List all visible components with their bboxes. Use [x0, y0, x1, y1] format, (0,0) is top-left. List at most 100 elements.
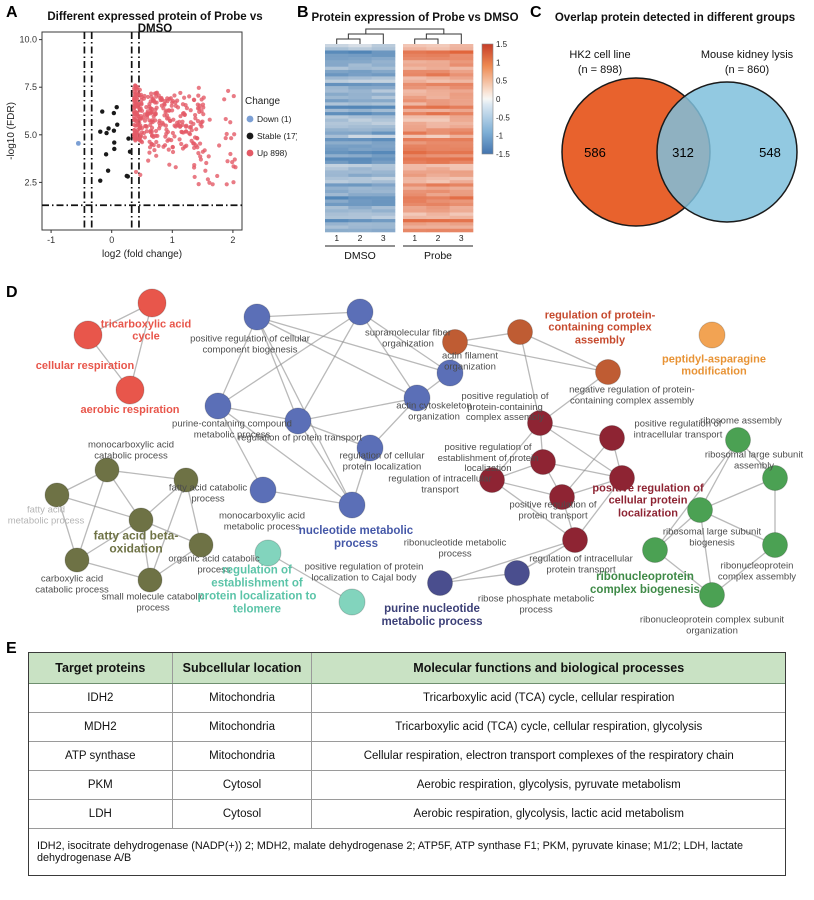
- svg-text:Probe: Probe: [424, 250, 452, 262]
- svg-text:Change: Change: [245, 96, 280, 107]
- table-cell: Cellular respiration, electron transport…: [363, 750, 734, 762]
- network-node-label: negative regulation of protein-containin…: [569, 384, 695, 406]
- network-node-label: ribonucleoprotein complex biogenesis: [590, 571, 700, 596]
- network-node-label: actin cytoskeleton organization: [396, 400, 472, 422]
- network-node: [687, 497, 713, 523]
- network-node: [609, 465, 635, 491]
- network-node-label: cellular respiration: [35, 359, 135, 372]
- volcano-title: Different expressed protein of Probe vs …: [47, 11, 263, 35]
- network-node: [642, 537, 668, 563]
- panel-label-d: D: [6, 284, 18, 301]
- network-node-label: tricarboxylic acid cycle: [100, 318, 192, 343]
- svg-text:2.5: 2.5: [24, 177, 37, 187]
- network-node-label: fatty acid catabolic process: [168, 482, 248, 504]
- network-node: [94, 457, 120, 483]
- table-body: IDH2 Mitochondria Tricarboxylic acid (TCA)…: [29, 684, 785, 829]
- table-row: MDH2 Mitochondria Tricarboxylic acid (TCA)…: [29, 713, 785, 742]
- table-cell: Aerobic respiration, glycolysis, pyruvat…: [416, 779, 681, 791]
- network-node: [507, 319, 533, 345]
- network-node-label: ribonucleoprotein complex assembly: [717, 560, 797, 582]
- venn-diagram: HK2 cell line (n = 898) Mouse kidney lys…: [561, 49, 798, 227]
- network-node: [562, 527, 588, 553]
- network-node-label: monocarboxylic acid metabolic process: [218, 510, 306, 532]
- network-node-label: positive regulation of intracellular tra…: [633, 418, 723, 440]
- network-node-label: ribonucleotide metabolic process: [403, 537, 507, 559]
- table-cell: PKM: [29, 771, 173, 799]
- network-node: [338, 491, 366, 519]
- network-node-label: monocarboxylic acid catabolic process: [87, 439, 175, 461]
- network-node: [338, 588, 366, 616]
- table-header-molecular-functions: Molecular functions and biological proce…: [413, 661, 685, 675]
- network-node-label: positive regulation of protein localizat…: [304, 561, 424, 583]
- go-term-network: tricarboxylic acid cycle cellular respira…: [0, 282, 814, 644]
- svg-text:1.5: 1.5: [496, 40, 508, 49]
- svg-text:0.5: 0.5: [496, 77, 508, 86]
- network-node-label: positive regulation of cellular componen…: [190, 333, 310, 355]
- table-header-subcellular-location: Subcellular location: [173, 653, 313, 683]
- network-node-label: carboxylic acid catabolic process: [35, 573, 109, 595]
- network-node: [530, 449, 556, 475]
- table-cell: Cytosol: [173, 771, 313, 799]
- network-node: [346, 298, 374, 326]
- table-cell: Mitochondria: [173, 742, 313, 770]
- network-node: [699, 582, 725, 608]
- network-node: [549, 484, 575, 510]
- network-node: [356, 434, 384, 462]
- panel-label-b: B: [297, 4, 309, 21]
- network-node-label: purine-containing compound metabolic pro…: [172, 418, 292, 440]
- table-cell: MDH2: [29, 713, 173, 741]
- network-node: [137, 288, 167, 318]
- network-node-label: positive regulation of establishment of …: [437, 442, 539, 475]
- table-cell: ATP synthase: [29, 742, 173, 770]
- network-node-label: supramolecular fiber organization: [364, 327, 452, 349]
- network-node: [115, 375, 145, 405]
- table-cell: Mitochondria: [173, 713, 313, 741]
- network-node-label: nucleotide metabolic process: [298, 525, 414, 550]
- table-row: PKM Cytosol Aerobic respiration, glycolysi…: [29, 771, 785, 800]
- heatmap-title: Protein expression of Probe vs DMSO: [311, 12, 519, 24]
- target-protein-table: Target proteins Subcellular location Mol…: [28, 652, 786, 876]
- network-node-label: aerobic respiration: [80, 403, 180, 416]
- svg-text:1: 1: [334, 233, 339, 243]
- network-node: [403, 384, 431, 412]
- network-node-label: ribosome assembly: [700, 415, 782, 427]
- network-node: [762, 532, 788, 558]
- table-cell: Cytosol: [173, 800, 313, 828]
- network-node: [527, 410, 553, 436]
- network-node-label: regulation of protein-containing complex…: [544, 309, 656, 347]
- network-node-label: small molecule catabolic process: [101, 591, 205, 613]
- network-node: [725, 427, 751, 453]
- svg-text:10.0: 10.0: [19, 35, 37, 45]
- network-node-label: regulation of cellular protein localizat…: [339, 450, 425, 472]
- table-cell: IDH2: [29, 684, 173, 712]
- network-node-label: regulation of intracellular protein tran…: [529, 553, 633, 575]
- venn-left-count: 586: [584, 145, 606, 160]
- svg-text:7.5: 7.5: [24, 82, 37, 92]
- svg-text:0: 0: [496, 95, 501, 104]
- network-node: [762, 465, 788, 491]
- network-node-label: ribosomal large subunit biogenesis: [662, 526, 762, 548]
- svg-text:1: 1: [412, 233, 417, 243]
- table-header-row: Target proteins Subcellular location Mol…: [29, 653, 785, 684]
- volcano-plot: -1 0 1 2 2.5 5.0 7.5 10.0 log2 (fold change) -log…: [6, 31, 297, 260]
- network-node: [128, 507, 154, 533]
- venn-left-set-n: (n = 898): [578, 64, 622, 76]
- network-node-label: peptidyl-asparagine modification: [662, 353, 766, 378]
- svg-text:3: 3: [381, 233, 386, 243]
- panel-label-e: E: [6, 640, 17, 657]
- table-cell: Tricarboxylic acid (TCA) cycle, cellular…: [423, 692, 675, 704]
- network-node: [64, 547, 90, 573]
- network-node: [204, 392, 232, 420]
- network-node: [254, 539, 282, 567]
- network-labels: tricarboxylic acid cycle cellular respira…: [0, 282, 814, 644]
- network-node: [442, 329, 468, 355]
- svg-text:2: 2: [358, 233, 363, 243]
- network-node: [243, 303, 271, 331]
- svg-text:-1: -1: [496, 132, 504, 141]
- network-node-label: actin filament organization: [442, 350, 498, 372]
- svg-text:3: 3: [459, 233, 464, 243]
- network-node-label: ribonucleoprotein complex subunit organi…: [639, 614, 785, 636]
- network-node: [44, 482, 70, 508]
- svg-text:Up 898): Up 898): [257, 148, 287, 158]
